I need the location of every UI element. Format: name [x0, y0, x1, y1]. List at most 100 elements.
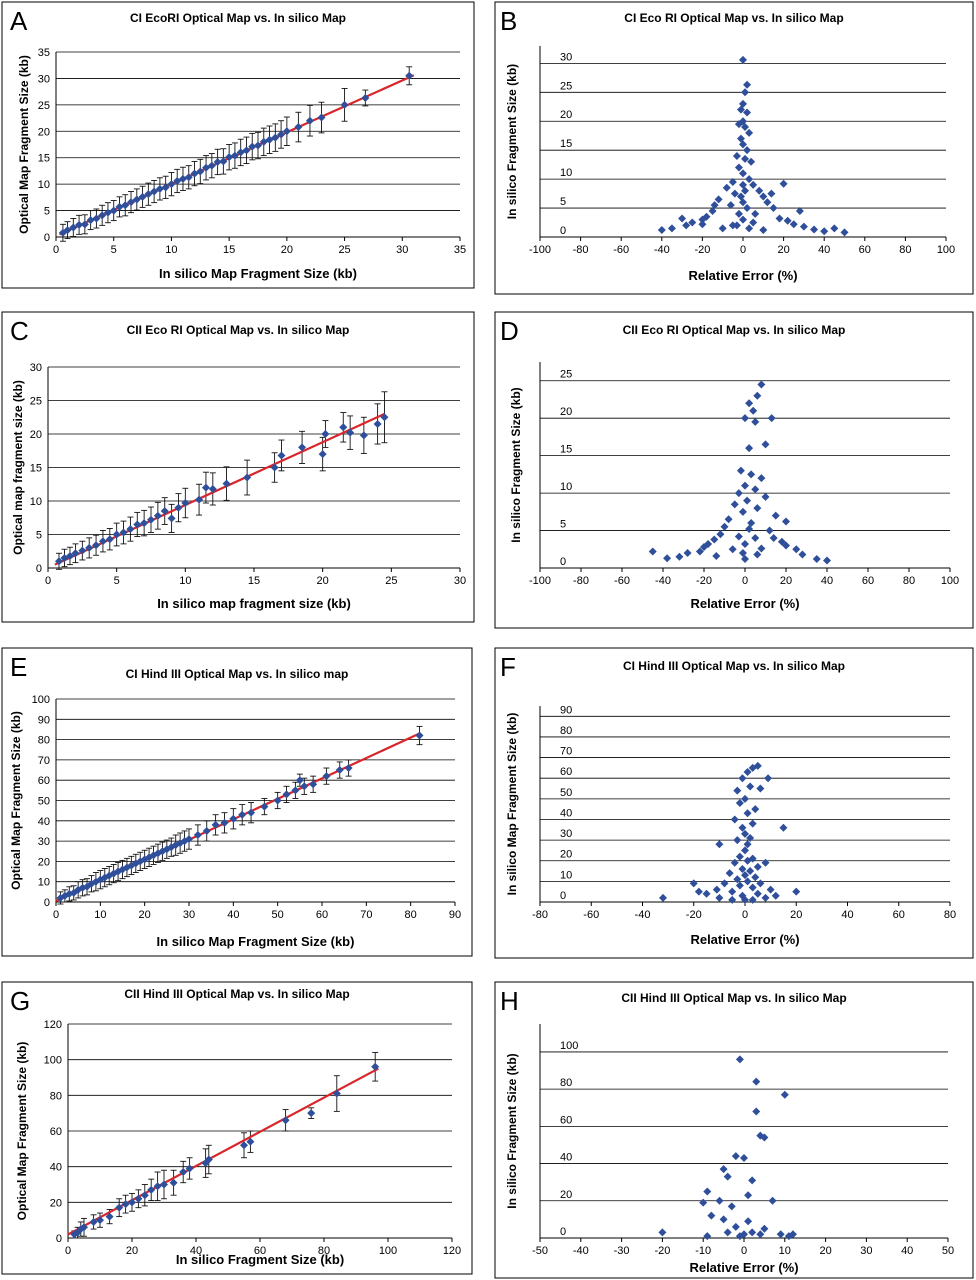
data-point — [270, 463, 279, 472]
x-tick-label: 60 — [893, 909, 905, 921]
data-point — [751, 805, 760, 814]
data-point — [738, 549, 747, 558]
data-point — [271, 133, 280, 142]
data-point — [743, 809, 752, 818]
data-point — [675, 552, 684, 561]
y-tick-label: 70 — [560, 746, 572, 758]
x-tick-label: 20 — [126, 1245, 138, 1257]
data-point — [743, 204, 752, 213]
x-tick-label: 60 — [862, 575, 874, 587]
y-axis-label: In silico Fragment Size (kb) — [505, 64, 519, 219]
y-tick-label: 5 — [36, 530, 42, 542]
data-point — [346, 428, 355, 437]
data-point — [359, 431, 368, 440]
data-point — [144, 190, 153, 199]
data-point — [700, 543, 708, 552]
data-point — [322, 772, 331, 781]
data-point — [749, 218, 758, 227]
data-point — [738, 507, 747, 516]
x-axis-label: Relative Error (%) — [690, 596, 799, 611]
data-point — [201, 483, 210, 492]
data-point — [743, 768, 752, 777]
panel-frame — [494, 981, 974, 1279]
data-point — [792, 545, 801, 554]
data-point — [739, 140, 747, 149]
data-point — [780, 1090, 789, 1099]
data-point — [734, 532, 743, 541]
panel-letter: C — [10, 316, 29, 346]
data-point — [741, 88, 750, 97]
data-point — [789, 220, 798, 229]
x-tick-label: 30 — [860, 1245, 872, 1257]
data-point — [246, 1137, 255, 1146]
data-point — [161, 183, 170, 192]
x-axis-label: In silico map fragment size (kb) — [157, 596, 351, 611]
data-point — [733, 786, 742, 795]
x-tick-label: 20 — [777, 244, 789, 256]
data-point — [741, 794, 749, 803]
data-point — [751, 873, 760, 882]
data-point — [735, 1232, 744, 1241]
data-point — [710, 201, 719, 210]
x-tick-label: 40 — [190, 1245, 202, 1257]
data-point — [295, 776, 304, 785]
data-point — [140, 519, 149, 528]
x-tick-label: 20 — [819, 1245, 831, 1257]
data-point — [719, 1165, 728, 1174]
data-point — [242, 146, 251, 155]
y-tick-label: 5 — [44, 206, 50, 218]
data-point — [98, 211, 107, 220]
data-point — [769, 204, 778, 213]
data-point — [298, 443, 307, 452]
data-point — [225, 153, 234, 162]
data-point — [80, 220, 89, 229]
data-point — [741, 555, 749, 564]
data-point — [138, 192, 147, 201]
data-point — [734, 163, 743, 172]
data-point — [761, 858, 770, 867]
data-point — [663, 554, 672, 563]
panel-frame — [1, 981, 473, 1275]
x-tick-label: -40 — [635, 909, 651, 921]
data-point — [193, 831, 202, 840]
data-point — [659, 893, 667, 902]
data-point — [688, 218, 697, 227]
x-tick-label: -40 — [654, 244, 670, 256]
y-tick-label: 35 — [38, 47, 50, 59]
panel-frame — [494, 311, 974, 629]
panel-d: D CII Eco RI Optical Map vs. In silico Ma… — [494, 311, 974, 629]
y-tick-label: 50 — [560, 787, 572, 799]
data-point — [746, 834, 755, 843]
data-point — [202, 826, 211, 835]
data-point — [763, 198, 772, 207]
data-point — [699, 1198, 708, 1207]
x-tick-label: 40 — [901, 1245, 913, 1257]
data-point — [745, 224, 754, 233]
panel-frame — [1, 311, 475, 623]
data-point — [771, 511, 780, 520]
data-point — [307, 1109, 316, 1118]
data-point — [736, 192, 745, 201]
data-point — [741, 846, 749, 855]
y-tick-label: 30 — [560, 828, 572, 840]
data-point — [739, 169, 747, 178]
data-point — [294, 123, 303, 132]
data-point — [147, 1185, 156, 1194]
data-point — [277, 130, 286, 139]
x-tick-label: -20 — [696, 575, 712, 587]
data-point — [71, 549, 80, 558]
x-tick-label: -60 — [583, 909, 599, 921]
data-point — [761, 492, 770, 501]
y-tick-label: 30 — [38, 73, 50, 85]
data-point — [317, 113, 326, 122]
data-point — [741, 154, 750, 163]
x-tick-label: -20 — [654, 1245, 670, 1257]
y-tick-label: 40 — [560, 807, 572, 819]
y-tick-label: 20 — [560, 1189, 572, 1201]
data-point — [743, 146, 752, 155]
data-point — [211, 820, 220, 829]
data-point — [712, 885, 721, 894]
chart-title: CII Hind III Optical Map vs. In silico M… — [621, 991, 846, 1005]
data-point — [174, 503, 183, 512]
